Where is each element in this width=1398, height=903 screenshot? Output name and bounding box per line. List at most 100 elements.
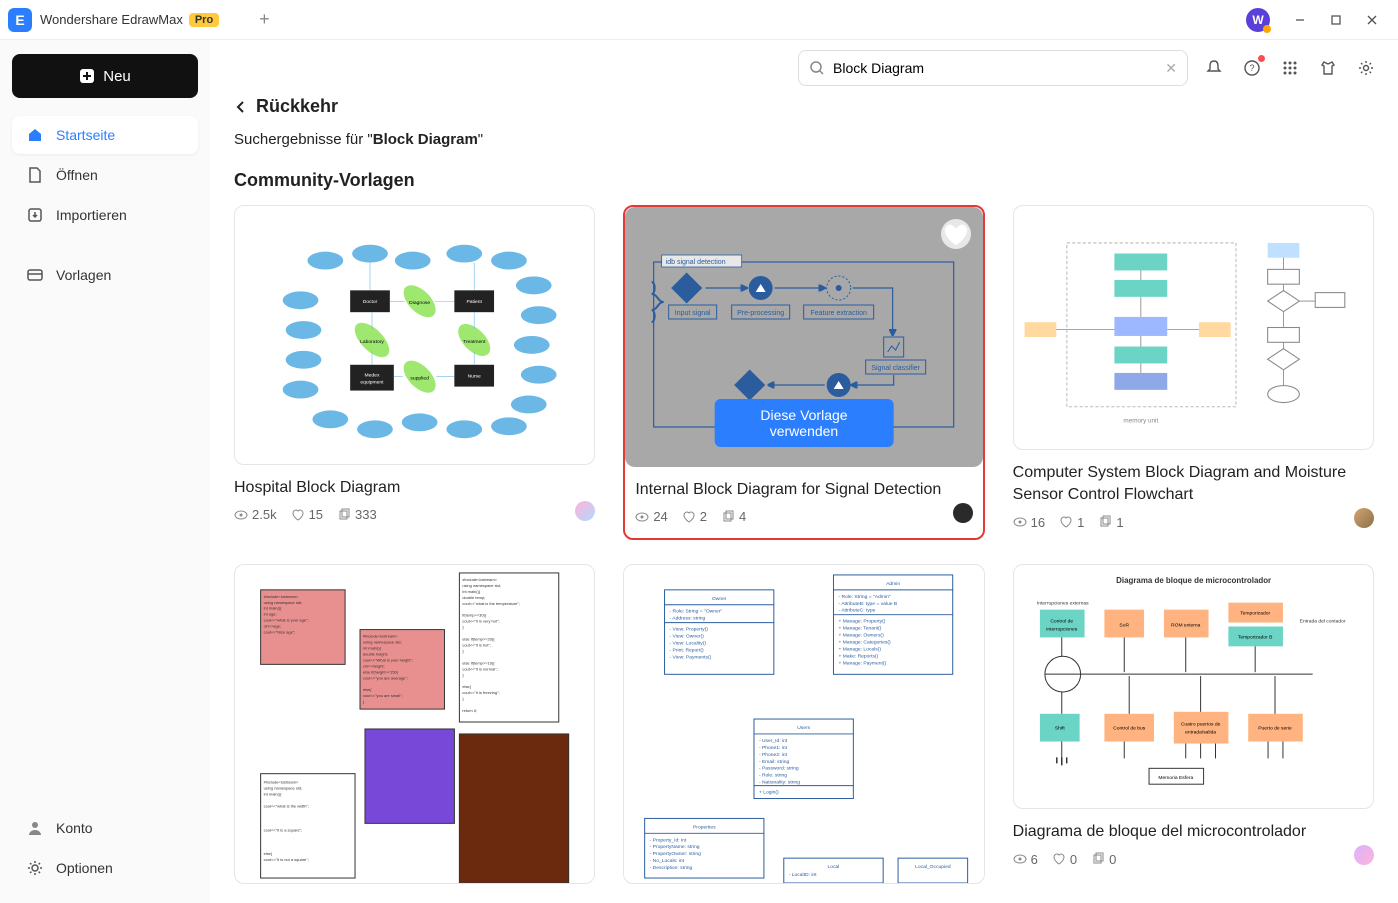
svg-text:cout<<"you are average";: cout<<"you are average";	[363, 676, 408, 681]
shirt-icon[interactable]	[1316, 56, 1340, 80]
template-title: Computer System Block Diagram and Moistu…	[1013, 462, 1374, 507]
template-title: Internal Block Diagram for Signal Detect…	[625, 479, 982, 501]
account-icon	[26, 819, 44, 837]
svg-text:Local_Occupied: Local_Occupied	[915, 864, 951, 870]
help-icon[interactable]: ?	[1240, 56, 1264, 80]
svg-text:double temp;: double temp;	[462, 595, 485, 600]
svg-text:else if(temp>=20){: else if(temp>=20){	[462, 637, 495, 642]
svg-text:- PropertyName: string: - PropertyName: string	[650, 845, 700, 851]
maximize-button[interactable]	[1318, 5, 1354, 35]
svg-text:+ Manage: Owners(): + Manage: Owners()	[839, 633, 885, 639]
apps-icon[interactable]	[1278, 56, 1302, 80]
author-avatar[interactable]	[953, 503, 973, 523]
svg-text:Pre-processing: Pre-processing	[737, 310, 784, 317]
svg-text:memory unit: memory unit	[1123, 418, 1158, 425]
svg-text:cout<<"it is normal";: cout<<"it is normal";	[462, 667, 497, 672]
svg-text:- AttributeB: type = value B: - AttributeB: type = value B	[839, 601, 898, 607]
svg-text:Treatment: Treatment	[463, 339, 486, 345]
copy-icon	[1091, 852, 1105, 866]
svg-text:#include<iostream>: #include<iostream>	[363, 634, 398, 639]
svg-text:cout<<"what is your age";: cout<<"what is your age";	[264, 618, 309, 623]
template-card[interactable]: memory unit Computer System Block Diagra…	[1013, 205, 1374, 540]
svg-text:- PropertyOwner: string: - PropertyOwner: string	[650, 852, 701, 858]
copy-icon	[721, 510, 735, 524]
template-card[interactable]: Doctor Patient Medexequipment Nurse Diag…	[234, 205, 595, 540]
sidebar-item-options[interactable]: Optionen	[12, 849, 198, 887]
copy-icon	[337, 508, 351, 522]
sidebar-item-account[interactable]: Konto	[12, 809, 198, 847]
sidebar: Neu Startseite Öffnen Importieren Vorlag…	[0, 40, 210, 903]
author-avatar[interactable]	[1354, 508, 1374, 528]
main-area: ✕ ? Rückkehr Suchergebnisse für "Block D…	[210, 40, 1398, 903]
new-tab-button[interactable]: +	[259, 9, 270, 30]
user-avatar[interactable]: W	[1246, 8, 1270, 32]
new-button[interactable]: Neu	[12, 54, 198, 98]
notifications-icon[interactable]	[1202, 56, 1226, 80]
sidebar-item-home[interactable]: Startseite	[12, 116, 198, 154]
sidebar-item-label: Startseite	[56, 127, 115, 143]
eye-icon	[635, 510, 649, 524]
svg-text:cout<<"it is not a square";: cout<<"it is not a square";	[264, 858, 309, 863]
svg-text:Signal classifier: Signal classifier	[872, 365, 921, 372]
svg-text:cout<<"it is hot";: cout<<"it is hot";	[462, 643, 491, 648]
svg-text:Medex: Medex	[365, 373, 380, 379]
svg-text:- Role: string: - Role: string	[759, 773, 787, 779]
svg-text:using namespace std;: using namespace std;	[264, 600, 303, 605]
section-title: Community-Vorlagen	[234, 170, 1374, 191]
svg-text:?: ?	[1249, 63, 1254, 73]
sidebar-item-import[interactable]: Importieren	[12, 196, 198, 234]
svg-text:+ Make: Reports(): + Make: Reports()	[839, 654, 879, 660]
svg-text:- Phone2: int: - Phone2: int	[759, 752, 788, 758]
svg-text:- View: Locality(): - View: Locality()	[670, 641, 707, 647]
svg-text:- Role: String = "Owner": - Role: String = "Owner"	[670, 609, 723, 615]
svg-text:- Description: string: - Description: string	[650, 865, 693, 871]
svg-text:Doctor: Doctor	[363, 299, 378, 305]
template-card-highlighted[interactable]: idb signal detection Input signal Pre-pr…	[623, 205, 984, 540]
sidebar-item-label: Vorlagen	[56, 267, 111, 283]
svg-text:Local: Local	[828, 864, 840, 870]
svg-text:else{: else{	[462, 685, 471, 690]
svg-text:cout<<"What is your height";: cout<<"What is your height";	[363, 658, 413, 663]
svg-text:- AttributeC: type: - AttributeC: type	[839, 608, 876, 614]
svg-text:+ Manage: Locals(): + Manage: Locals()	[839, 647, 882, 653]
svg-text:SoR: SoR	[1119, 623, 1129, 629]
template-meta: 6 0 0	[1013, 852, 1117, 867]
svg-text:cout<<"you are small";: cout<<"you are small";	[363, 694, 403, 699]
svg-text:Temporizador B: Temporizador B	[1238, 635, 1273, 641]
copy-icon	[1098, 515, 1112, 529]
use-template-button[interactable]: Diese Vorlage verwenden	[715, 399, 894, 447]
minimize-button[interactable]	[1282, 5, 1318, 35]
favorite-button[interactable]	[941, 219, 971, 249]
close-button[interactable]	[1354, 5, 1390, 35]
search-clear-button[interactable]: ✕	[1165, 60, 1177, 77]
author-avatar[interactable]	[1354, 845, 1374, 865]
search-box[interactable]: ✕	[798, 50, 1188, 86]
svg-text:int main(){: int main(){	[264, 792, 283, 797]
search-input[interactable]	[833, 60, 1165, 76]
back-button[interactable]: Rückkehr	[234, 96, 1374, 117]
template-card[interactable]: Owner - Role: String = "Owner"- Address:…	[623, 564, 984, 884]
svg-text:+ Manage: Tenant(): + Manage: Tenant()	[839, 626, 882, 632]
sidebar-item-templates[interactable]: Vorlagen	[12, 256, 198, 294]
sidebar-item-label: Öffnen	[56, 167, 98, 183]
svg-text:Shift: Shift	[1054, 726, 1065, 732]
template-thumbnail: Doctor Patient Medexequipment Nurse Diag…	[234, 205, 595, 465]
author-avatar[interactable]	[575, 501, 595, 521]
template-card[interactable]: Diagrama de bloque de microcontrolador C…	[1013, 564, 1374, 884]
settings-icon[interactable]	[1354, 56, 1378, 80]
svg-text:cout<<"it is a square";: cout<<"it is a square";	[264, 828, 303, 833]
svg-text:Patient: Patient	[466, 299, 482, 305]
svg-text:- Role: String = "Admin": - Role: String = "Admin"	[839, 594, 891, 600]
sidebar-item-label: Importieren	[56, 207, 127, 223]
svg-text:int age;: int age;	[264, 612, 277, 617]
svg-text:int main(){: int main(){	[264, 606, 283, 611]
svg-text:entrada/salida: entrada/salida	[1185, 730, 1216, 736]
svg-text:supplied: supplied	[410, 376, 429, 382]
svg-text:else{: else{	[363, 688, 372, 693]
sidebar-item-open[interactable]: Öffnen	[12, 156, 198, 194]
svg-text:if(temp>=30){: if(temp>=30){	[462, 613, 487, 618]
pro-badge: Pro	[189, 13, 219, 27]
sidebar-item-label: Konto	[56, 820, 93, 836]
svg-text:- User_Id: int: - User_Id: int	[759, 738, 788, 744]
template-card[interactable]: #include<iostream>using namespace std;in…	[234, 564, 595, 884]
